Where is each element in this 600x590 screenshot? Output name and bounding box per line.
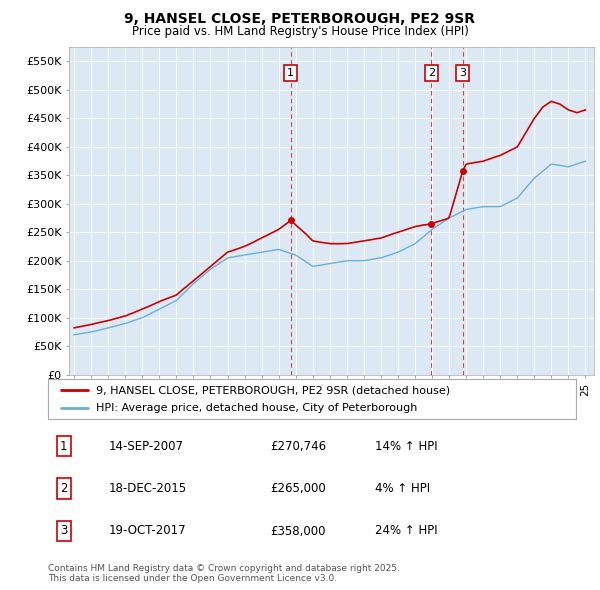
Text: 9, HANSEL CLOSE, PETERBOROUGH, PE2 9SR: 9, HANSEL CLOSE, PETERBOROUGH, PE2 9SR	[125, 12, 476, 26]
Text: 2: 2	[60, 482, 68, 495]
Text: 4% ↑ HPI: 4% ↑ HPI	[376, 482, 430, 495]
Text: 3: 3	[459, 68, 466, 78]
Text: HPI: Average price, detached house, City of Peterborough: HPI: Average price, detached house, City…	[95, 402, 417, 412]
Text: 2: 2	[428, 68, 435, 78]
Text: 1: 1	[60, 440, 68, 453]
Text: 24% ↑ HPI: 24% ↑ HPI	[376, 525, 438, 537]
Text: Price paid vs. HM Land Registry's House Price Index (HPI): Price paid vs. HM Land Registry's House …	[131, 25, 469, 38]
Text: 3: 3	[60, 525, 68, 537]
Text: Contains HM Land Registry data © Crown copyright and database right 2025.
This d: Contains HM Land Registry data © Crown c…	[48, 563, 400, 583]
Text: 14% ↑ HPI: 14% ↑ HPI	[376, 440, 438, 453]
Text: £358,000: £358,000	[270, 525, 325, 537]
Text: 9, HANSEL CLOSE, PETERBOROUGH, PE2 9SR (detached house): 9, HANSEL CLOSE, PETERBOROUGH, PE2 9SR (…	[95, 385, 449, 395]
Text: 19-OCT-2017: 19-OCT-2017	[109, 525, 187, 537]
Text: 1: 1	[287, 68, 294, 78]
Text: 14-SEP-2007: 14-SEP-2007	[109, 440, 184, 453]
Text: £270,746: £270,746	[270, 440, 326, 453]
Text: 18-DEC-2015: 18-DEC-2015	[109, 482, 187, 495]
Text: £265,000: £265,000	[270, 482, 326, 495]
